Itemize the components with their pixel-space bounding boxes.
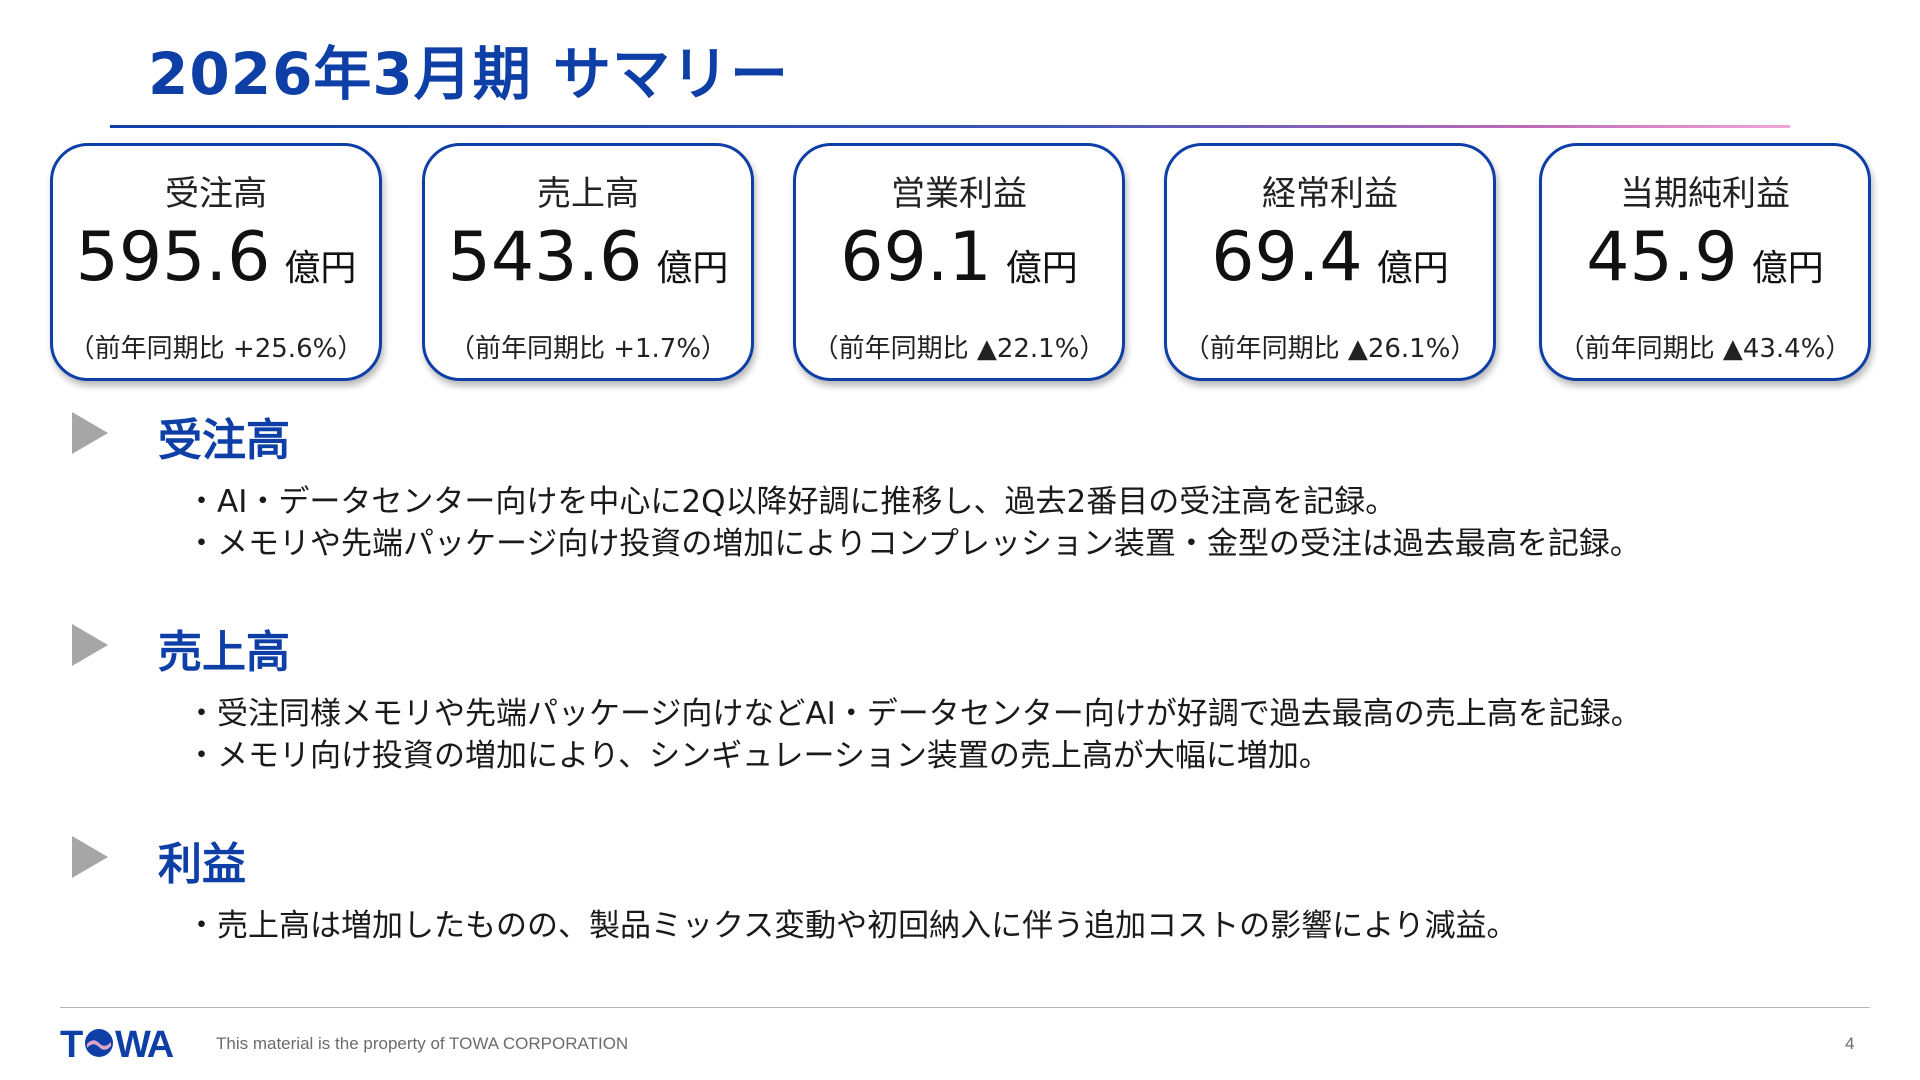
- kpi-label: 当期純利益: [1620, 174, 1790, 214]
- kpi-value: 69.1: [840, 218, 992, 297]
- kpi-card-sales: 売上高 543.6 億円 （前年同期比 +1.7%）: [422, 143, 754, 381]
- kpi-yoy: （前年同期比 +25.6%）: [68, 334, 364, 364]
- svg-text:WA: WA: [115, 1024, 174, 1062]
- kpi-main: 595.6 億円: [53, 218, 379, 297]
- section-heading-orders: 受注高: [158, 415, 290, 466]
- kpi-unit: 億円: [1376, 248, 1449, 289]
- kpi-main: 69.1 億円: [796, 218, 1122, 297]
- kpi-yoy: （前年同期比 ▲43.4%）: [1558, 334, 1852, 364]
- kpi-label: 売上高: [537, 174, 639, 214]
- kpi-main: 45.9 億円: [1542, 218, 1868, 297]
- towa-logo: T WA: [60, 1024, 176, 1062]
- section-heading-profit: 利益: [158, 839, 246, 890]
- bullet-item: ・メモリ向け投資の増加により、シンギュレーション装置の売上高が大幅に増加。: [186, 738, 1330, 774]
- kpi-value: 45.9: [1586, 218, 1738, 297]
- kpi-unit: 億円: [656, 248, 729, 289]
- kpi-card-operating-income: 営業利益 69.1 億円 （前年同期比 ▲22.1%）: [793, 143, 1125, 381]
- kpi-yoy: （前年同期比 ▲26.1%）: [1183, 334, 1477, 364]
- kpi-card-ordinary-income: 経常利益 69.4 億円 （前年同期比 ▲26.1%）: [1164, 143, 1496, 381]
- bullet-item: ・AI・データセンター向けを中心に2Q以降好調に推移し、過去2番目の受注高を記録…: [186, 484, 1397, 520]
- kpi-main: 543.6 億円: [425, 218, 751, 297]
- kpi-value: 595.6: [75, 218, 271, 297]
- bullet-item: ・受注同様メモリや先端パッケージ向けなどAI・データセンター向けが好調で過去最高…: [186, 696, 1642, 732]
- kpi-value: 543.6: [447, 218, 643, 297]
- kpi-label: 受注高: [165, 174, 267, 214]
- svg-text:T: T: [60, 1024, 83, 1062]
- page-number: 4: [1845, 1034, 1855, 1053]
- section-heading-sales: 売上高: [158, 627, 290, 678]
- page-title: 2026年3月期 サマリー: [148, 40, 789, 108]
- section-arrow-icon: [72, 836, 108, 878]
- kpi-main: 69.4 億円: [1167, 218, 1493, 297]
- section-arrow-icon: [72, 412, 108, 454]
- bullet-item: ・メモリや先端パッケージ向け投資の増加によりコンプレッション装置・金型の受注は過…: [186, 526, 1641, 562]
- footer-copyright: This material is the property of TOWA CO…: [216, 1034, 629, 1053]
- kpi-yoy: （前年同期比 +1.7%）: [448, 334, 728, 364]
- kpi-card-net-income: 当期純利益 45.9 億円 （前年同期比 ▲43.4%）: [1539, 143, 1871, 381]
- title-underline: [110, 125, 1790, 128]
- kpi-yoy: （前年同期比 ▲22.1%）: [812, 334, 1106, 364]
- kpi-label: 営業利益: [891, 174, 1027, 214]
- kpi-unit: 億円: [284, 248, 357, 289]
- footer-divider: [60, 1007, 1870, 1008]
- section-arrow-icon: [72, 624, 108, 666]
- kpi-unit: 億円: [1005, 248, 1078, 289]
- kpi-card-orders: 受注高 595.6 億円 （前年同期比 +25.6%）: [50, 143, 382, 381]
- bullet-item: ・売上高は増加したものの、製品ミックス変動や初回納入に伴う追加コストの影響により…: [186, 908, 1518, 944]
- kpi-label: 経常利益: [1262, 174, 1398, 214]
- kpi-unit: 億円: [1751, 248, 1824, 289]
- kpi-value: 69.4: [1211, 218, 1363, 297]
